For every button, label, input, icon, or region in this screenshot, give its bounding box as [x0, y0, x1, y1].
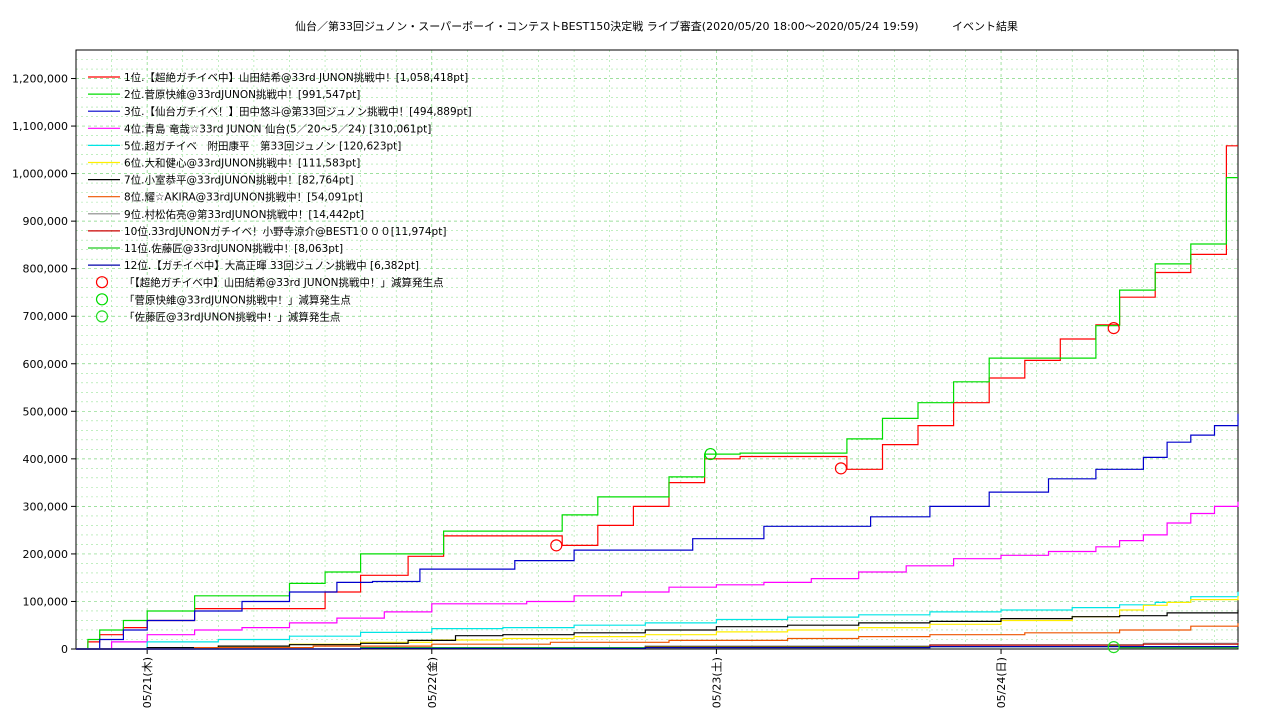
legend: 1位.【超絶ガチイベ中】山田結希@33rd JUNON挑戦中！[1,058,41… — [88, 71, 472, 323]
legend-entry: 11位.佐藤匠@33rdJUNON挑戦中！[8,063pt] — [124, 242, 343, 255]
legend-entry: 8位.耀☆AKIRA@33rdJUNON挑戦中！[54,091pt] — [124, 191, 363, 204]
series-line — [76, 646, 1239, 650]
legend-entry: 6位.大和健心@33rdJUNON挑戦中！[111,583pt] — [124, 157, 360, 170]
chart-title-suffix: イベント結果 — [952, 19, 1018, 33]
series-line — [76, 501, 1239, 650]
y-tick-label: 1,000,000 — [12, 168, 68, 181]
legend-entry: 5位.超ガチイベ 附田康平 第33回ジュノン [120,623pt] — [124, 139, 401, 152]
legend-entry: 2位.菅原快維@33rdJUNON挑戦中！[991,547pt] — [124, 88, 360, 101]
y-tick-label: 600,000 — [23, 358, 69, 371]
legend-entry: 4位.青島 竜哉☆33rd JUNON 仙台(5／20〜5／24) [310,0… — [124, 122, 431, 135]
series-line — [76, 177, 1238, 650]
series-line — [76, 609, 1239, 650]
decrement-marker — [704, 447, 717, 461]
legend-entry: 3位.【仙台ガチイベ！】田中悠斗@第33回ジュノン挑戦中！[494,889pt] — [124, 105, 472, 118]
x-tick-label: 05/21(木) — [141, 657, 154, 708]
series-line — [76, 623, 1239, 650]
y-tick-label: 0 — [61, 643, 68, 656]
legend-marker — [95, 310, 109, 323]
grid-layer — [75, 50, 1238, 649]
series-line — [76, 591, 1239, 650]
legend-entry: 1位.【超絶ガチイベ中】山田結希@33rd JUNON挑戦中！[1,058,41… — [124, 71, 468, 84]
y-tick-label: 800,000 — [23, 263, 69, 276]
legend-marker — [95, 276, 109, 289]
x-tick-label: 05/24(日) — [995, 657, 1008, 708]
y-tick-label: 300,000 — [23, 500, 69, 513]
x-tick-label: 05/22(金) — [425, 657, 439, 708]
legend-entry: 7位.小室恭平@33rdJUNON挑戦中！[82,764pt] — [124, 174, 354, 187]
legend-entry: 「【超絶ガチイベ中】山田結希@33rd JUNON挑戦中！」減算発生点 — [124, 276, 444, 289]
y-tick-label: 900,000 — [23, 215, 69, 228]
y-tick-label: 100,000 — [23, 595, 69, 608]
axis-layer: 0 100,000 200,000 300,000 400,000 500,000 600,… — [12, 49, 1239, 708]
y-tick-label: 500,000 — [23, 405, 69, 418]
decrement-marker — [834, 462, 848, 475]
legend-entry: 9位.村松佑亮@第33rdJUNON挑戦中！[14,442pt] — [124, 208, 364, 221]
marker-layer — [550, 322, 1120, 654]
plot-frame — [75, 49, 1239, 650]
series-line — [76, 413, 1239, 650]
decrement-marker — [1107, 640, 1120, 654]
y-tick-label: 1,200,000 — [12, 73, 68, 86]
legend-entry: 12位.【ガチイベ中】大高正暉 33回ジュノン挑戦中 [6,382pt] — [124, 259, 419, 272]
y-tick-label: 400,000 — [23, 453, 69, 466]
chart-title: 仙台／第33回ジュノン・スーパーボーイ・コンテストBEST150決定戦 ライブ審… — [295, 19, 919, 33]
legend-entry: 10位.33rdJUNONガチイベ！小野寺涼介@BEST1０００[11,974p… — [124, 225, 446, 238]
y-tick-label: 700,000 — [23, 310, 69, 323]
x-tick-label: 05/23(土) — [710, 657, 723, 708]
decrement-marker — [1107, 322, 1120, 335]
legend-entry: 「佐藤匠@33rdJUNON挑戦中！」減算発生点 — [124, 310, 340, 323]
series-layer — [76, 145, 1239, 650]
legend-entry: 「菅原快維@33rdJUNON挑戦中！」減算発生点 — [124, 293, 351, 306]
decrement-marker — [550, 539, 563, 552]
y-tick-label: 1,100,000 — [12, 120, 68, 133]
legend-marker — [95, 293, 109, 306]
y-tick-label: 200,000 — [23, 548, 69, 561]
